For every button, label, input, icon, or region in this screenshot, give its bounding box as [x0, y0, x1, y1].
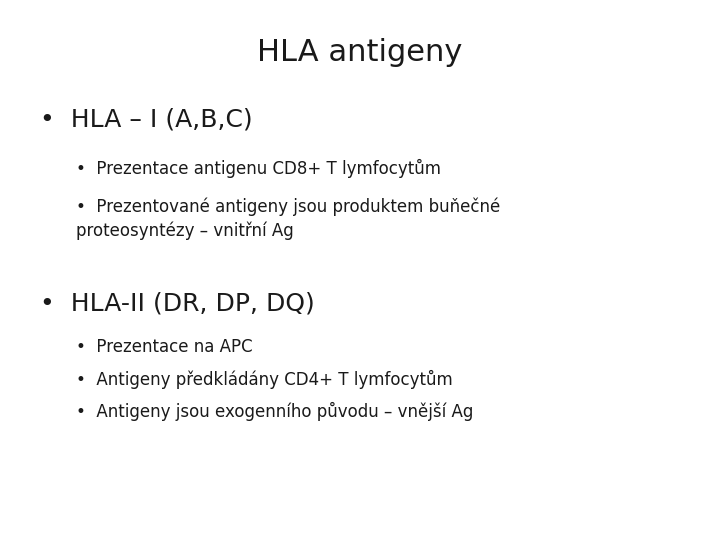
Text: •  HLA-II (DR, DP, DQ): • HLA-II (DR, DP, DQ) [40, 292, 315, 315]
Text: •  Antigeny předkládány CD4+ T lymfocytům: • Antigeny předkládány CD4+ T lymfocytům [76, 370, 452, 389]
Text: •  Prezentace na APC: • Prezentace na APC [76, 338, 252, 355]
Text: •  Prezentované antigeny jsou produktem buňečné
proteosyntézy – vnitřní Ag: • Prezentované antigeny jsou produktem b… [76, 197, 500, 240]
Text: •  Antigeny jsou exogenního původu – vnější Ag: • Antigeny jsou exogenního původu – vněj… [76, 402, 473, 421]
Text: •  HLA – I (A,B,C): • HLA – I (A,B,C) [40, 108, 252, 132]
Text: •  Prezentace antigenu CD8+ T lymfocytům: • Prezentace antigenu CD8+ T lymfocytům [76, 159, 441, 178]
Text: HLA antigeny: HLA antigeny [257, 38, 463, 67]
